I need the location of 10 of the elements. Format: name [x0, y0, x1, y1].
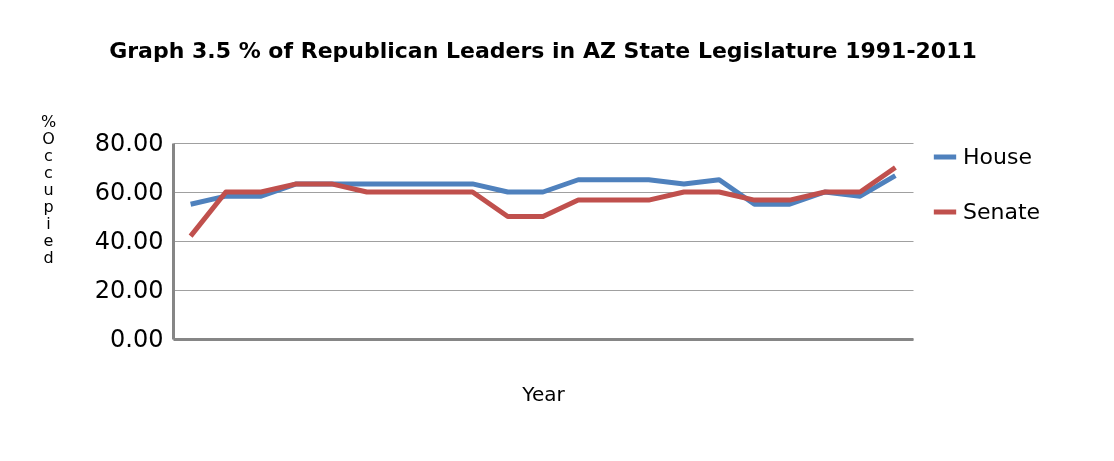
y-tick-label: 0.00 [110, 324, 164, 353]
x-axis-title: Year [521, 381, 566, 406]
y-tick-label: 20.00 [94, 275, 164, 304]
y-tick-label: 40.00 [94, 226, 164, 255]
legend-label: House [963, 144, 1032, 169]
legend-label: Senate [963, 199, 1041, 224]
y-tick-label: 80.00 [94, 128, 164, 157]
y-tick-label: 60.00 [94, 177, 164, 206]
text: % Occupied [40, 111, 57, 267]
chart-title: Graph 3.5 % of Republican Leaders in AZ State Legislature 1991-2011 [109, 38, 977, 63]
